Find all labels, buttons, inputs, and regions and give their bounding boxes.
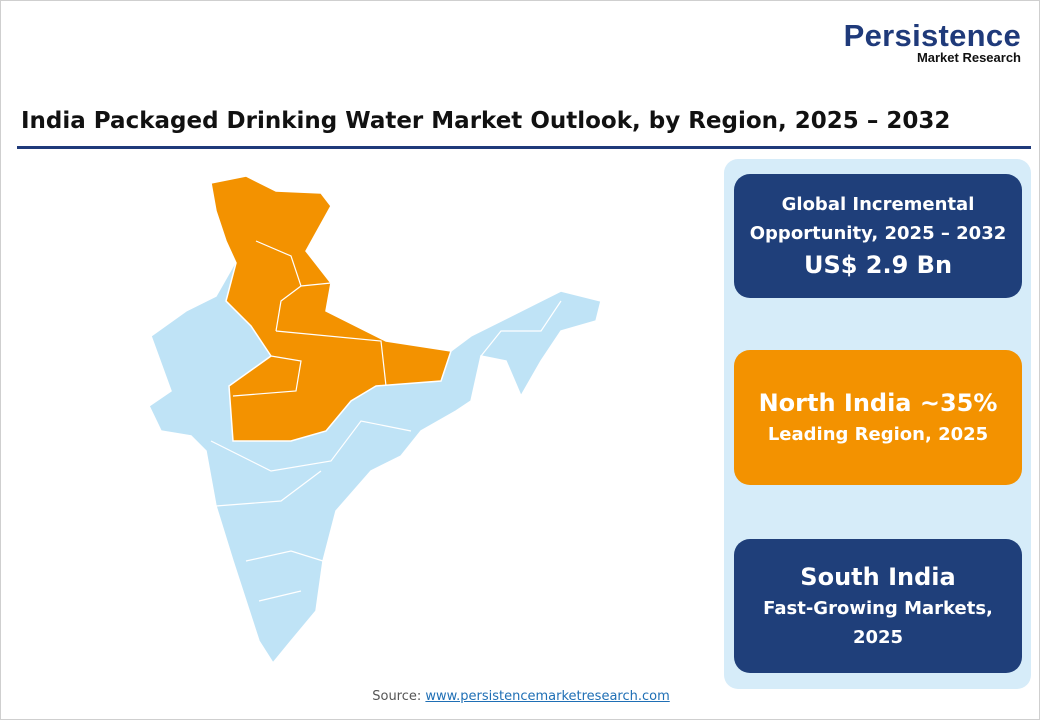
source-note: Source: www.persistencemarketresearch.co… — [1, 689, 1039, 704]
card-label-2: 2025 — [852, 627, 904, 648]
india-map — [148, 175, 602, 665]
page-title: India Packaged Drinking Water Market Out… — [21, 108, 951, 134]
state-borders — [210, 240, 562, 602]
logo: Persistence Market Research — [843, 18, 1021, 65]
leading-region-card: North India ~35% Leading Region, 2025 — [734, 350, 1022, 485]
incremental-opportunity-card: Global Incremental Opportunity, 2025 – 2… — [734, 174, 1022, 298]
card-value: US$ 2.9 Bn — [803, 251, 953, 279]
logo-main: Persistence — [843, 18, 1021, 53]
card-label-1: Leading Region, 2025 — [767, 424, 989, 445]
logo-sub: Market Research — [916, 50, 1021, 65]
title-divider — [17, 146, 1031, 149]
source-link[interactable]: www.persistencemarketresearch.com — [425, 689, 670, 704]
card-value: South India — [800, 563, 956, 591]
north-india-region — [210, 175, 452, 442]
card-value: North India ~35% — [758, 389, 998, 417]
fast-growing-card: South India Fast-Growing Markets, 2025 — [734, 539, 1022, 673]
card-label-2: Opportunity, 2025 – 2032 — [749, 223, 1007, 244]
card-label-1: Fast-Growing Markets, — [763, 598, 993, 619]
india-base-region — [148, 175, 602, 665]
card-label-1: Global Incremental — [781, 194, 975, 215]
source-label: Source: — [372, 689, 422, 704]
